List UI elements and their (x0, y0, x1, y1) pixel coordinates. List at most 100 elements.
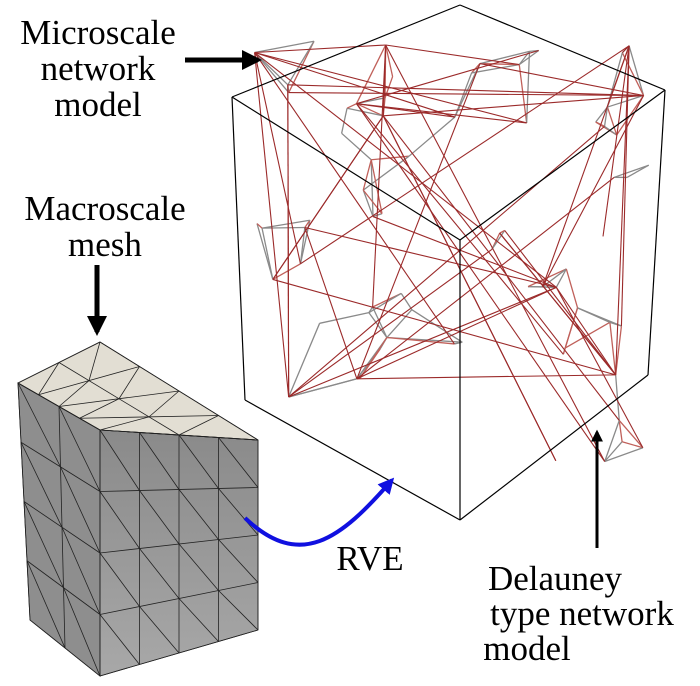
label-line: type network (490, 594, 674, 633)
mesh-edge (139, 606, 180, 654)
label-line: Microscale (20, 13, 175, 52)
network-edge (618, 420, 623, 442)
mesh-edge (178, 489, 219, 540)
network-edge (288, 249, 493, 398)
mesh-edge (139, 548, 180, 599)
network-edge (304, 227, 358, 379)
label-line: mesh (68, 225, 142, 264)
network-edge (471, 63, 520, 74)
mesh-edge (178, 543, 219, 591)
network-edge (356, 374, 616, 380)
network-edge (288, 286, 557, 398)
network-edge (603, 106, 609, 127)
network-edge (564, 307, 579, 349)
network-edge (518, 64, 528, 123)
network-edge (604, 441, 623, 462)
network-edge (555, 268, 567, 288)
network-edge (626, 164, 650, 179)
mesh-edge (20, 442, 63, 528)
network-edge (272, 278, 616, 376)
network-edge (304, 226, 557, 288)
network-edge (254, 52, 455, 345)
network-edge (372, 216, 557, 288)
network-edge (356, 176, 615, 380)
network-edge (254, 52, 302, 264)
network-edge (614, 164, 649, 178)
network-edge (370, 159, 374, 217)
network-edge (359, 337, 388, 379)
network-edge (604, 447, 644, 463)
label-line: Macroscale (24, 189, 185, 228)
network-edge (408, 116, 456, 157)
network-edge (272, 263, 301, 280)
network-edge (609, 322, 617, 375)
network-edge (382, 115, 620, 421)
mesh-edge (17, 382, 61, 468)
mesh-edge (118, 366, 140, 399)
mesh-edge (218, 488, 259, 536)
mesh-edge (99, 491, 140, 549)
network-edge (479, 50, 530, 65)
network-edge (346, 107, 384, 117)
network-edge (471, 63, 481, 74)
network-edge (356, 103, 606, 462)
network-edge (491, 230, 506, 250)
network-edge (287, 40, 315, 86)
network-edge (256, 223, 263, 229)
mesh-edge (178, 598, 219, 642)
network-edge (411, 309, 463, 343)
mesh-edge (99, 614, 140, 665)
network-edge (382, 115, 557, 462)
network-edge (370, 159, 383, 214)
network-edge (400, 293, 413, 311)
network-edge (372, 306, 388, 338)
network-edge (618, 420, 644, 449)
mesh-edge (99, 416, 150, 431)
network-edge (254, 52, 290, 398)
network-edge (319, 312, 370, 324)
network-edge (615, 325, 623, 375)
mesh-edge (148, 390, 180, 418)
network-edge (300, 45, 630, 265)
network-edge (607, 94, 644, 108)
network-edge (386, 309, 413, 338)
network-edge (382, 44, 387, 116)
network-edge (499, 232, 617, 376)
network-edge (542, 45, 630, 288)
macroscale-mesh (17, 341, 259, 677)
mesh-edge (99, 429, 140, 491)
network-edge (356, 286, 557, 380)
network-edge (386, 336, 455, 345)
network-edge (368, 292, 402, 314)
network-edge (341, 132, 372, 161)
mesh-edge (23, 501, 64, 588)
network-edge (383, 94, 644, 117)
network-edge (577, 307, 611, 323)
network-edge (385, 44, 520, 66)
mesh-edge (58, 406, 101, 492)
network-edge (254, 40, 315, 54)
network-edge (479, 63, 644, 97)
mesh-edge (58, 380, 90, 407)
network-edge (499, 229, 506, 234)
network-edge (604, 420, 620, 462)
mesh-edge (178, 415, 219, 436)
network-edge (288, 92, 644, 97)
network-edge (615, 45, 630, 375)
labels: Microscale network model Macroscale mesh… (20, 13, 674, 668)
network-edge (261, 219, 310, 229)
network-edge (356, 63, 481, 379)
network-edge (620, 45, 630, 327)
network-edge (287, 84, 290, 397)
mesh-edge (60, 466, 101, 554)
network-edge (628, 45, 645, 96)
arrows (87, 50, 603, 548)
network-edge (526, 51, 531, 123)
mesh-edge (38, 362, 60, 395)
mesh-edge (88, 341, 101, 381)
network-edge (356, 103, 564, 355)
network-edge (356, 103, 384, 117)
network-edge (564, 321, 611, 349)
